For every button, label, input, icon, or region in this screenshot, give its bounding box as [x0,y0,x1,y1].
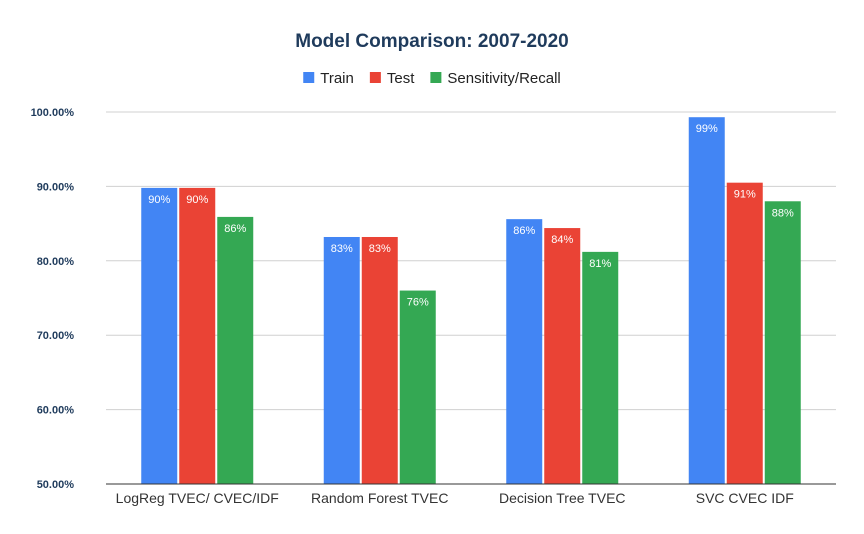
bar [726,182,763,484]
data-label: 91% [734,189,756,201]
y-tick-label: 90.00% [37,181,75,193]
data-label: 76% [407,297,429,309]
y-tick-label: 70.00% [37,330,75,342]
legend: Train Test Sensitivity/Recall [303,70,561,87]
y-tick-label: 80.00% [37,256,75,268]
bar [323,236,360,484]
data-label: 99% [696,123,718,135]
chart-title: Model Comparison: 2007-2020 [295,31,568,52]
y-tick-label: 100.00% [31,107,75,119]
data-label: 81% [589,258,611,270]
x-tick-label: Random Forest TVEC [311,490,448,506]
bar [582,251,619,484]
gridlines [106,111,836,411]
x-tick-label: LogReg TVEC/ CVEC/IDF [116,490,279,506]
y-tick-label: 50.00% [37,479,75,491]
x-tick-label: Decision Tree TVEC [499,490,626,506]
bar [217,216,254,485]
bar [544,228,581,484]
legend-swatch [369,72,381,83]
data-label: 83% [331,243,353,255]
bar [688,117,725,484]
y-tick-label: 60.00% [37,405,75,417]
data-label: 86% [513,225,535,237]
legend-swatch [430,72,442,83]
bar [361,236,398,484]
data-label: 90% [186,194,208,206]
y-axis-ticks: 50.00% 60.00% 70.00% 80.00% 90.00% 100.00% [31,107,75,491]
bar [141,187,178,484]
data-label: 84% [551,234,573,246]
bars [141,117,801,485]
x-axis-ticks: LogReg TVEC/ CVEC/IDF Random Forest TVEC D… [116,490,794,506]
legend-label: Sensitivity/Recall [447,70,560,87]
legend-label: Train [320,70,354,87]
x-tick-label: SVC CVEC IDF [696,490,794,506]
legend-label: Test [387,70,415,87]
data-labels: 90% 90% 86% 83% 83% 76% 86% 84% 81% 99% 91% 88% [148,123,794,308]
data-label: 90% [148,194,170,206]
data-label: 83% [369,243,391,255]
bar [179,187,216,484]
bar [764,201,801,484]
legend-swatch [303,72,315,83]
data-label: 86% [224,223,246,235]
bar [399,290,436,484]
bar [506,219,543,485]
data-label: 88% [772,207,794,219]
